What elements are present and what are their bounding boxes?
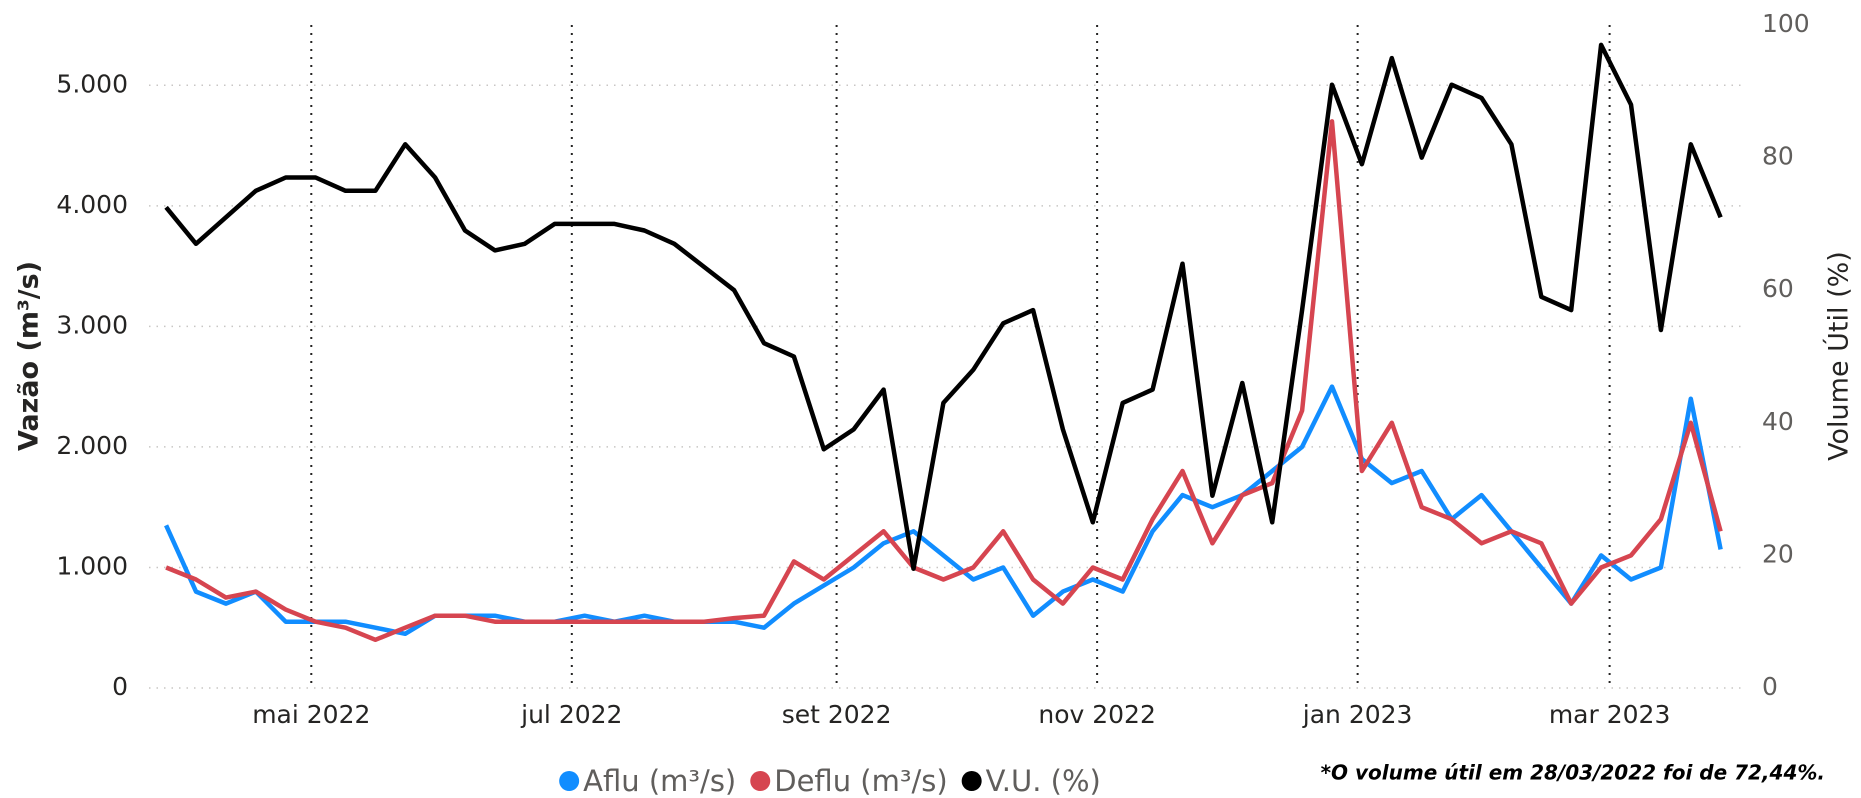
- y-axis-title: Vazão (m³/s): [14, 261, 45, 451]
- x-tick-label: mar 2023: [1549, 700, 1671, 729]
- y-tick-label: 0: [112, 672, 128, 701]
- legend-label: Aflu (m³/s): [583, 764, 736, 798]
- x-tick-label: jan 2023: [1302, 700, 1413, 729]
- y2-tick-label: 100: [1762, 9, 1810, 38]
- series-line: [164, 384, 1723, 637]
- y2-axis-title: Volume Útil (%): [1823, 251, 1855, 461]
- x-tick-label: nov 2022: [1038, 700, 1156, 729]
- y-tick-label: 5.000: [56, 69, 128, 98]
- y2-tick-label: 0: [1762, 672, 1778, 701]
- y2-tick-label: 60: [1762, 274, 1794, 303]
- y2-tick-label: 80: [1762, 142, 1794, 171]
- x-tick-label: set 2022: [782, 700, 892, 729]
- legend-label: V.U. (%): [986, 764, 1101, 798]
- y-tick-label: 3.000: [56, 310, 128, 339]
- legend-marker: [961, 771, 982, 791]
- series-line: [165, 119, 1723, 643]
- y-tick-label: 4.000: [56, 190, 128, 219]
- x-tick-label: jul 2022: [520, 700, 622, 729]
- legend-marker: [750, 771, 771, 791]
- legend-label: Deflu (m³/s): [774, 764, 947, 798]
- y-tick-label: 2.000: [56, 431, 128, 460]
- x-tick-label: mai 2022: [252, 700, 370, 729]
- legend-marker: [559, 771, 580, 791]
- y2-tick-label: 40: [1762, 407, 1794, 436]
- y2-tick-label: 20: [1762, 539, 1794, 568]
- y-tick-label: 1.000: [56, 551, 128, 580]
- annotation: *O volume útil em 28/03/2022 foi de 72,4…: [1321, 761, 1825, 785]
- series-line: [164, 42, 1723, 571]
